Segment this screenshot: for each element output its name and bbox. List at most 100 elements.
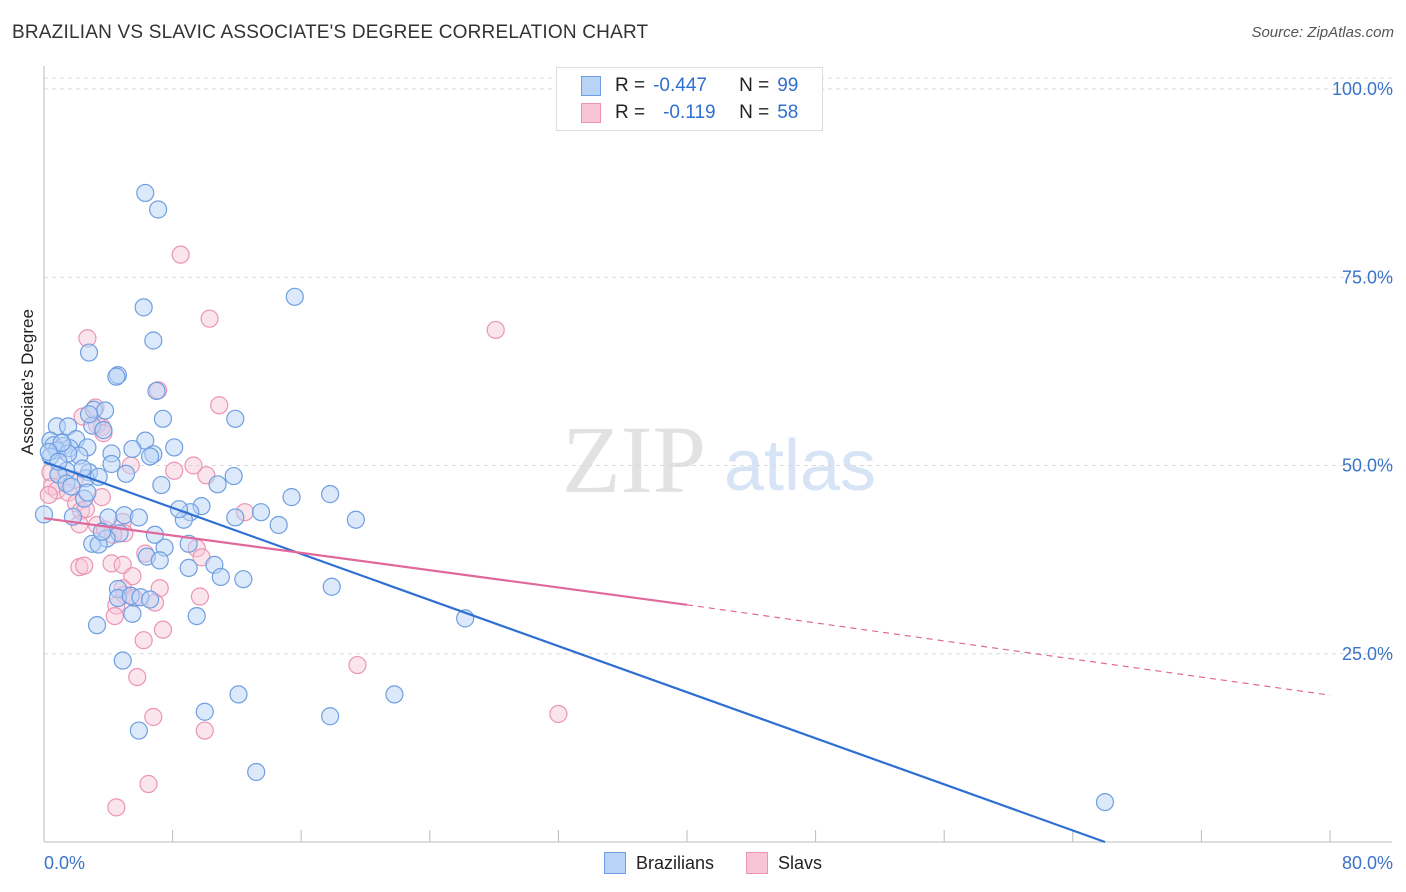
brazilians-point bbox=[226, 508, 245, 527]
slavs-label: Slavs bbox=[778, 852, 823, 873]
brazilians-point bbox=[153, 409, 173, 428]
series-legend: Brazilians Slavs bbox=[604, 852, 854, 874]
slavs-point bbox=[123, 567, 142, 586]
slavs-point bbox=[144, 707, 163, 727]
tick-labels: 100.0% 75.0% 50.0% 25.0% 0.0% 80.0% bbox=[44, 79, 1393, 873]
brazilians-point bbox=[282, 488, 301, 507]
brazilians-point bbox=[195, 702, 214, 721]
brazilians-point bbox=[179, 534, 198, 553]
y-tick-label: 25.0% bbox=[1342, 644, 1393, 664]
brazilians-point bbox=[385, 685, 404, 704]
slavs-point bbox=[165, 461, 184, 480]
legend-swatch-blue bbox=[581, 76, 601, 96]
slavs-point bbox=[171, 245, 190, 264]
brazilians-point bbox=[229, 685, 248, 704]
legend-r-value: -0.119 bbox=[663, 102, 716, 123]
brazilians-point bbox=[107, 367, 126, 386]
slavs-point bbox=[153, 620, 173, 639]
slavs-point bbox=[549, 704, 568, 724]
chart-title: BRAZILIAN VS SLAVIC ASSOCIATE'S DEGREE C… bbox=[12, 22, 649, 43]
brazilians-point bbox=[251, 503, 271, 522]
legend-r-value: -0.447 bbox=[653, 75, 707, 96]
brazilians-point bbox=[211, 567, 230, 587]
brazilians-trend-line bbox=[43, 460, 1106, 844]
legend-swatch-pink bbox=[581, 103, 601, 123]
x-tick-label-max: 80.0% bbox=[1342, 853, 1393, 873]
y-tick-label: 75.0% bbox=[1342, 267, 1393, 287]
trend-lines bbox=[43, 460, 1331, 844]
brazilians-point bbox=[147, 381, 166, 401]
legend-row-brazilians: R = -0.447 N = 99 bbox=[581, 73, 798, 99]
brazilians-point bbox=[134, 298, 153, 317]
legend-item-brazilians[interactable]: Brazilians bbox=[604, 852, 714, 874]
brazilians-point bbox=[247, 762, 266, 782]
brazilians-point bbox=[152, 475, 171, 495]
brazilians-point bbox=[321, 485, 340, 504]
brazilians-point bbox=[234, 570, 253, 589]
brazilians-point bbox=[113, 651, 132, 670]
brazilians-point bbox=[129, 508, 148, 527]
brazilians-point bbox=[149, 200, 168, 219]
brazilians-point bbox=[79, 343, 99, 362]
slavs-point bbox=[128, 667, 147, 687]
brazilians-swatch bbox=[604, 852, 626, 874]
brazilians-point bbox=[285, 287, 304, 306]
brazilians-point bbox=[78, 483, 97, 502]
brazilians-point bbox=[94, 421, 113, 440]
slavs-trend-extension bbox=[686, 604, 1331, 696]
legend-item-slavs[interactable]: Slavs bbox=[746, 852, 822, 874]
legend-n-label: N = bbox=[739, 102, 770, 123]
brazilians-point bbox=[179, 558, 198, 578]
brazilians-point bbox=[129, 721, 148, 740]
brazilians-point bbox=[95, 401, 115, 420]
brazilians-series bbox=[34, 183, 1115, 812]
brazilians-point bbox=[62, 477, 81, 496]
brazilians-point bbox=[346, 510, 365, 529]
brazilians-point bbox=[224, 466, 243, 486]
watermark-zip: ZIP bbox=[562, 406, 706, 513]
y-tick-label: 100.0% bbox=[1332, 79, 1393, 99]
slavs-point bbox=[134, 631, 153, 650]
slavs-point bbox=[184, 456, 203, 475]
brazilians-point bbox=[1095, 792, 1115, 812]
brazilians-point bbox=[89, 467, 108, 486]
y-tick-label: 50.0% bbox=[1342, 456, 1393, 476]
brazilians-label: Brazilians bbox=[636, 852, 715, 873]
brazilians-point bbox=[208, 475, 227, 494]
legend-row-slavs: R = -0.119 N = 58 bbox=[581, 100, 798, 126]
slavs-point bbox=[39, 485, 58, 504]
gridlines bbox=[44, 77, 1392, 655]
brazilians-point bbox=[73, 459, 92, 478]
slavs-point bbox=[348, 655, 367, 675]
brazilians-point bbox=[165, 438, 184, 457]
brazilians-point bbox=[123, 439, 142, 459]
brazilians-point bbox=[150, 551, 169, 570]
legend-r-label: R = bbox=[615, 75, 646, 96]
brazilians-point bbox=[87, 616, 107, 635]
brazilians-point bbox=[226, 409, 245, 428]
brazilians-point bbox=[102, 454, 121, 474]
brazilians-point bbox=[187, 606, 206, 626]
slavs-point bbox=[195, 721, 214, 740]
brazilians-point bbox=[269, 515, 288, 535]
slavs-point bbox=[139, 774, 158, 794]
brazilians-point bbox=[116, 464, 136, 483]
slavs-point bbox=[105, 606, 124, 626]
brazilians-point bbox=[322, 577, 341, 596]
brazilians-point bbox=[144, 331, 163, 350]
brazilians-point bbox=[59, 417, 78, 436]
slavs-point bbox=[486, 320, 505, 340]
slavs-point bbox=[200, 309, 219, 328]
axes bbox=[43, 66, 1392, 843]
slavs-point bbox=[210, 396, 229, 415]
brazilians-point bbox=[136, 183, 155, 203]
legend-r-label: R = bbox=[615, 102, 646, 123]
legend-n-value: 58 bbox=[777, 102, 799, 123]
brazilians-point bbox=[34, 505, 54, 524]
brazilians-point bbox=[79, 405, 99, 424]
slavs-point bbox=[107, 798, 126, 817]
slavs-swatch bbox=[746, 852, 769, 874]
brazilians-point bbox=[140, 590, 160, 609]
correlation-legend: R = -0.447 N = 99 R = -0.119 N = 58 bbox=[556, 67, 823, 131]
